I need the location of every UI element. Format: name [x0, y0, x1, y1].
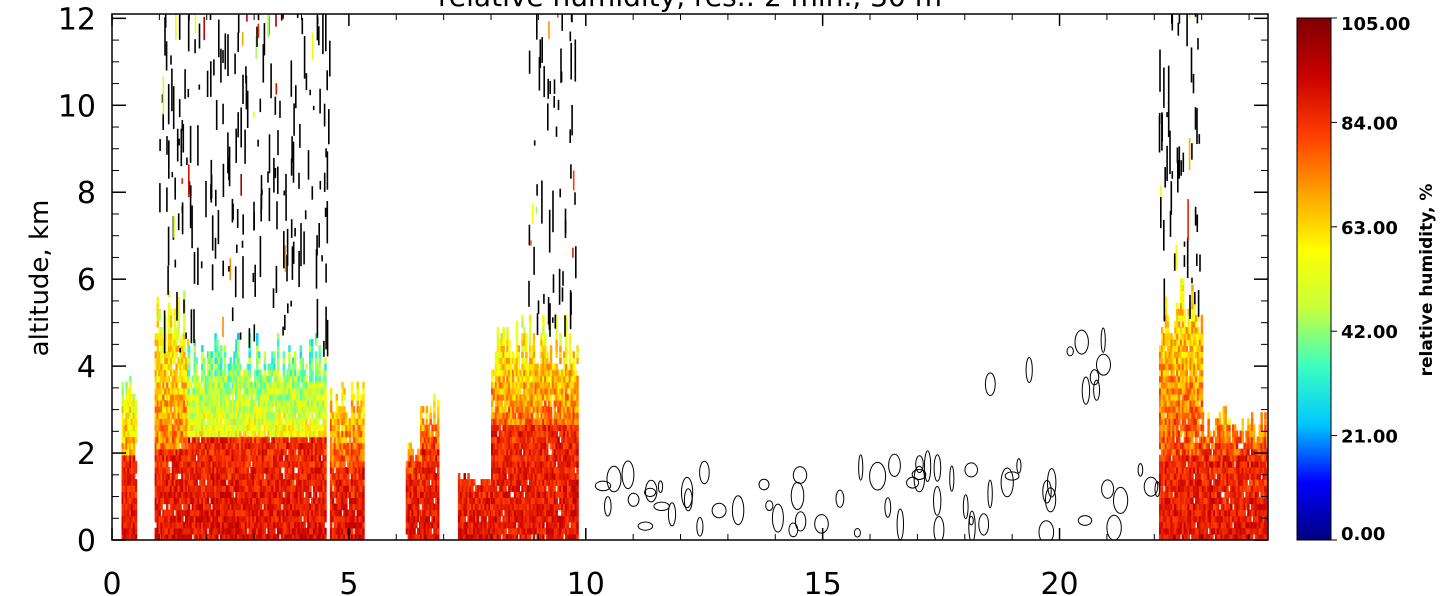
colorbar-label: relative humidity, % — [1417, 184, 1437, 377]
colorbar-tick-label: 105.00 — [1341, 14, 1410, 35]
cloud-streaks-1 — [528, 14, 577, 337]
x-tick-label: 15 — [804, 567, 842, 596]
x-tick-label: 10 — [567, 567, 605, 596]
x-tick-label: 0 — [102, 567, 121, 596]
cloud-streaks-0 — [159, 14, 331, 357]
x-tick-label: 5 — [339, 567, 358, 596]
cloud-streaks-2 — [1158, 14, 1201, 322]
axes: 0 5 10 15 20 0 2 4 6 8 10 12 — [58, 2, 1268, 596]
cloud-contours — [594, 327, 1161, 540]
colorbar-tick-label: 63.00 — [1341, 218, 1398, 239]
plot-frame — [111, 13, 1269, 541]
plot-area — [121, 14, 1268, 540]
y-tick-label: 4 — [77, 350, 96, 385]
colorbar-tick-label: 21.00 — [1341, 427, 1398, 448]
rh-block-2 — [187, 333, 327, 540]
x-tick-label: 20 — [1040, 567, 1078, 596]
rh-block-8 — [1159, 278, 1204, 540]
rh-block-3 — [329, 381, 365, 540]
rh-block-4 — [405, 442, 422, 540]
y-tick-label: 2 — [77, 437, 96, 472]
colorbar-tick-label: 84.00 — [1341, 113, 1398, 134]
colorbar-tick-label: 0.00 — [1341, 524, 1385, 545]
rh-block-5 — [420, 393, 440, 540]
y-tick-label: 10 — [58, 89, 96, 124]
chart-title: relative humidity, res.: 2 min., 30 m — [438, 0, 942, 13]
y-tick-label: 12 — [58, 2, 96, 37]
rh-block-9 — [1201, 406, 1268, 540]
y-tick-label: 0 — [77, 524, 96, 559]
rh-block-6 — [457, 473, 493, 540]
colorbar-ticks: 0.00 21.00 42.00 63.00 84.00 105.00 — [1331, 14, 1410, 545]
rh-block-1 — [154, 290, 190, 540]
colorbar — [1296, 17, 1332, 541]
y-axis-label: altitude, km — [25, 200, 55, 357]
y-tick-label: 8 — [77, 176, 96, 211]
colorbar-tick-label: 42.00 — [1341, 322, 1398, 343]
y-tick-label: 6 — [77, 263, 96, 298]
rh-block-0 — [121, 375, 138, 540]
rh-block-7 — [491, 314, 579, 540]
